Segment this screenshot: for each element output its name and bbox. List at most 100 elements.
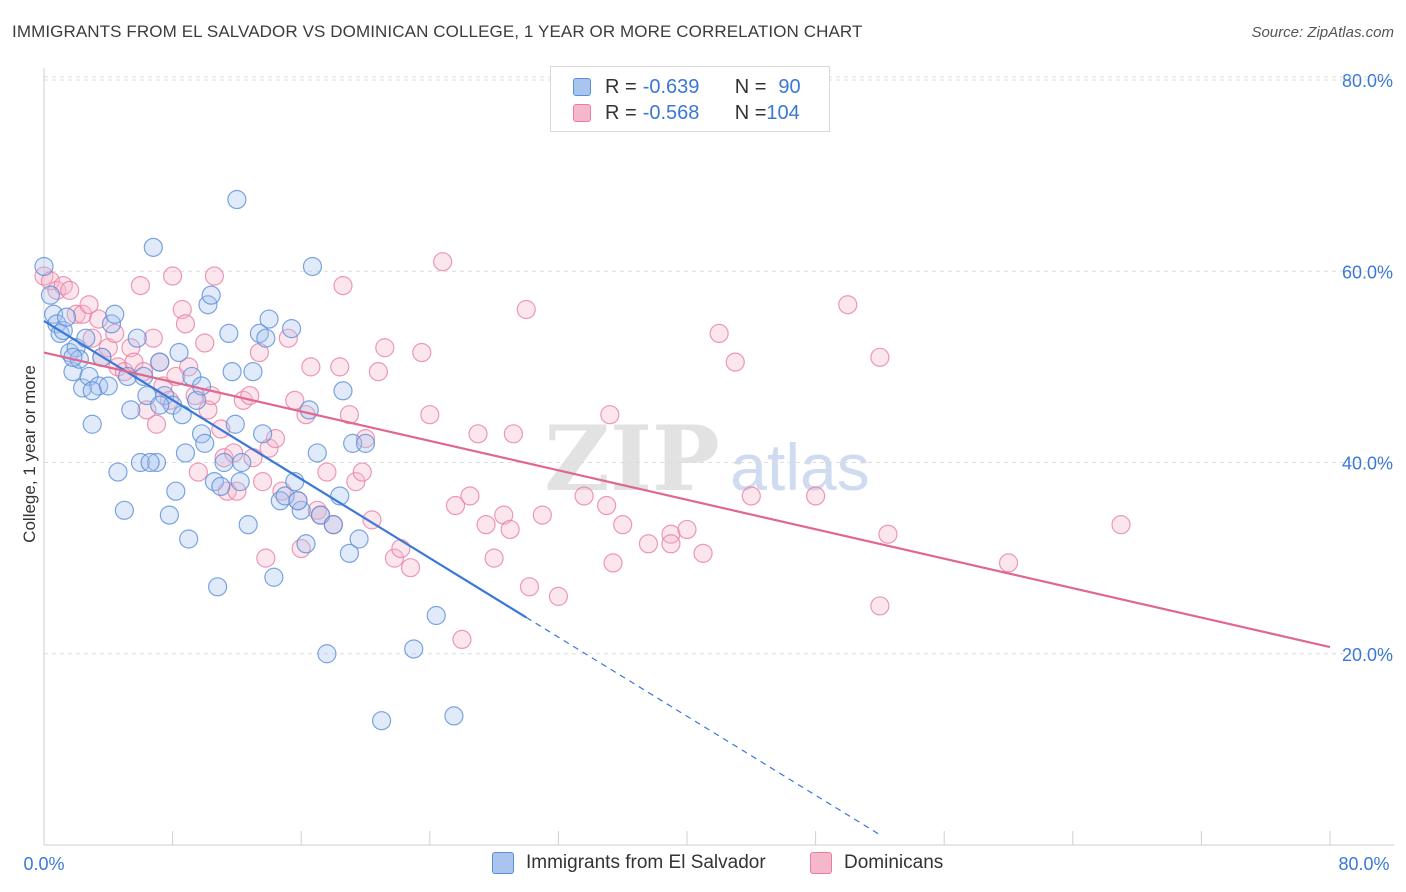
point-el-salvador [187,390,207,410]
point-dominicans [484,548,504,568]
point-dominicans [330,357,350,377]
point-el-salvador [159,505,179,525]
legend-n-label: N = [734,101,767,124]
point-el-salvador [232,452,252,473]
point-dominicans [709,323,729,344]
point-el-salvador [191,376,212,396]
point-el-salvador [339,543,360,563]
legend-row-el-salvador: R = -0.639 N = 90 [573,75,801,99]
point-el-salvador [444,706,464,726]
point-el-salvador [253,424,273,444]
point-el-salvador [230,472,250,492]
point-el-salvador [208,577,228,597]
legend-r-value: -0.568 [642,101,700,124]
point-dominicans [677,519,697,540]
point-el-salvador [146,452,167,473]
point-dominicans [870,347,890,367]
point-dominicans [870,596,890,616]
point-el-salvador [310,505,331,525]
point-el-salvador [211,476,231,497]
point-dominicans [265,428,286,449]
legend-swatch-blue [573,78,591,96]
point-dominicans [412,342,432,363]
point-el-salvador [349,529,369,549]
point-el-salvador [169,342,189,363]
point-dominicans [597,495,617,516]
point-dominicans [693,543,713,563]
point-el-salvador [371,711,392,731]
point-dominicans [433,252,453,272]
point-el-salvador [259,309,279,329]
point-dominicans [163,266,183,286]
point-el-salvador [404,639,424,659]
legend-swatch-pink [810,852,832,874]
legend-swatch-pink [573,104,591,122]
point-dominicans [130,275,151,296]
point-dominicans [503,424,523,444]
point-dominicans [532,505,552,525]
legend-swatch-blue [492,852,514,874]
legend-item-dominicans[interactable]: Dominicans [810,852,943,874]
point-el-salvador [172,405,192,425]
legend-n-value: 90 [778,75,801,98]
point-dominicans [40,271,61,291]
point-dominicans [391,538,411,559]
point-el-salvador [281,319,302,339]
point-dominicans [452,629,472,650]
point-el-salvador [195,433,215,453]
point-dominicans [82,328,102,348]
point-dominicans [476,515,496,535]
point-el-salvador [201,285,221,305]
point-el-salvador [140,452,160,473]
point-dominicans [146,414,167,434]
point-dominicans [333,275,353,296]
y-tick-label: 20.0% [1342,645,1393,665]
point-el-salvador [288,491,308,511]
point-dominicans [121,338,141,358]
point-dominicans [805,486,826,506]
point-el-salvador [296,534,316,554]
point-dominicans [79,295,99,315]
point-el-salvador [225,414,245,434]
point-el-salvador [98,376,118,396]
point-el-salvador [105,304,125,324]
point-el-salvador [264,567,284,587]
point-el-salvador [222,362,242,382]
legend-item-el-salvador[interactable]: Immigrants from El Salvador [492,852,766,874]
point-dominicans [253,472,273,492]
point-el-salvador [56,307,77,327]
point-el-salvador [256,328,276,348]
chart-title: IMMIGRANTS FROM EL SALVADOR VS DOMINICAN… [12,22,863,41]
point-dominicans [204,266,224,286]
point-dominicans [346,472,366,492]
point-dominicans [60,280,80,300]
point-dominicans [600,405,620,425]
point-dominicans [259,438,279,458]
watermark-zip: ZIP [544,406,719,512]
point-el-salvador [426,605,446,626]
trend-line-el-salvador-extension [525,616,881,836]
point-el-salvador [143,237,163,257]
point-el-salvador [127,328,147,348]
point-el-salvador [307,443,327,463]
point-dominicans [548,586,569,606]
point-el-salvador [227,189,247,210]
point-dominicans [998,553,1019,573]
point-dominicans [301,357,321,377]
point-dominicans [384,548,405,568]
point-dominicans [317,462,337,482]
point-el-salvador [34,256,54,277]
y-axis-label: College, 1 year or more [20,365,39,543]
point-el-salvador [114,500,134,520]
point-dominicans [256,548,276,568]
point-dominicans [878,524,898,544]
point-dominicans [445,495,466,516]
point-el-salvador [166,481,186,501]
point-el-salvador [150,352,170,372]
point-dominicans [368,362,388,382]
point-dominicans [500,519,520,540]
point-dominicans [725,352,745,372]
point-dominicans [613,515,633,535]
point-el-salvador [323,515,343,535]
legend-n-label: N = [734,75,767,98]
